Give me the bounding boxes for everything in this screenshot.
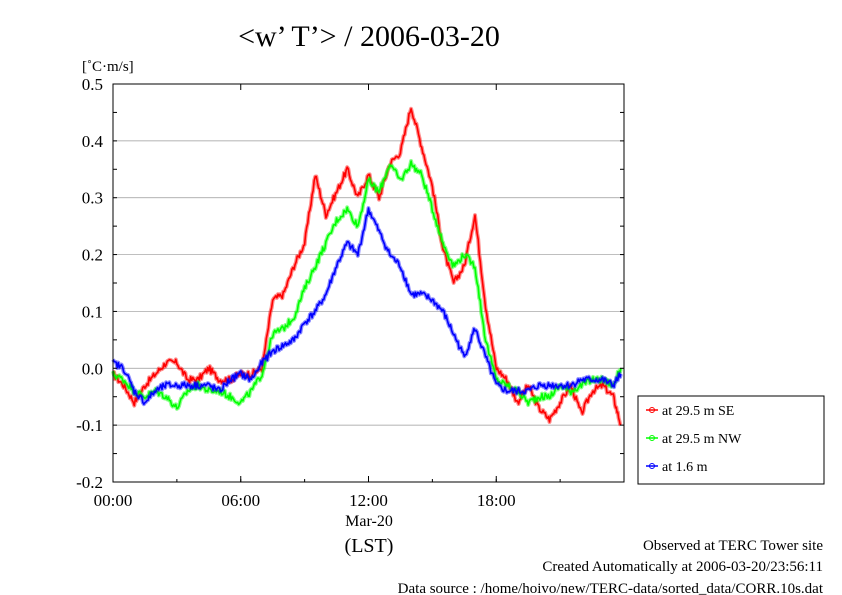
series-halo [111, 106, 623, 427]
x-tick-label: 12:00 [349, 491, 388, 510]
x-axis: 00:00 06:00 12:00 18:00 [94, 84, 625, 510]
plot-frame [112, 83, 625, 483]
y-tick-label: 0.4 [82, 132, 104, 151]
y-tick-label: 0.5 [82, 75, 103, 94]
series-line [112, 207, 622, 405]
x-axis-date-label: Mar-20 [345, 513, 393, 530]
series-halo [111, 206, 623, 407]
y-tick-label: -0.1 [76, 416, 103, 435]
legend-label: at 29.5 m SE [662, 404, 734, 419]
grid-lines [113, 83, 624, 483]
legend-swatch-marker [649, 435, 655, 441]
y-tick-label: 0.1 [82, 302, 103, 321]
x-tick-label: 06:00 [221, 491, 260, 510]
legend-box [637, 395, 825, 485]
series-line [112, 108, 622, 426]
footer-created: Created Automatically at 2006-03-20/23:5… [542, 559, 823, 575]
x-tick-label: 00:00 [94, 491, 133, 510]
legend-label: at 1.6 m [662, 460, 708, 475]
y-tick-label: -0.2 [76, 473, 103, 492]
series-layer [111, 106, 623, 427]
y-tick-label: 0.3 [82, 189, 103, 208]
series-halo [111, 159, 623, 411]
legend: at 29.5 m SE at 29.5 m NW at 1.6 m [637, 395, 825, 485]
y-axis: 0.5 0.4 0.3 0.2 0.1 0.0 -0.1 -0.2 [76, 75, 624, 492]
legend-swatch-marker [649, 463, 655, 469]
x-axis-title: (LST) [345, 535, 394, 557]
x-tick-label: 18:00 [477, 491, 516, 510]
chart-title: <w’ T’> / 2006-03-20 [238, 20, 500, 53]
y-tick-label: 0.2 [82, 246, 103, 265]
y-tick-label: 0.0 [82, 359, 103, 378]
footer-observed: Observed at TERC Tower site [643, 538, 823, 554]
footer-source: Data source : /home/hoivo/new/TERC-data/… [398, 581, 824, 595]
legend-label: at 29.5 m NW [662, 432, 742, 447]
series-line [112, 160, 622, 410]
legend-swatch-marker [649, 407, 655, 413]
y-axis-unit-label: [˚C·m/s] [82, 59, 134, 75]
